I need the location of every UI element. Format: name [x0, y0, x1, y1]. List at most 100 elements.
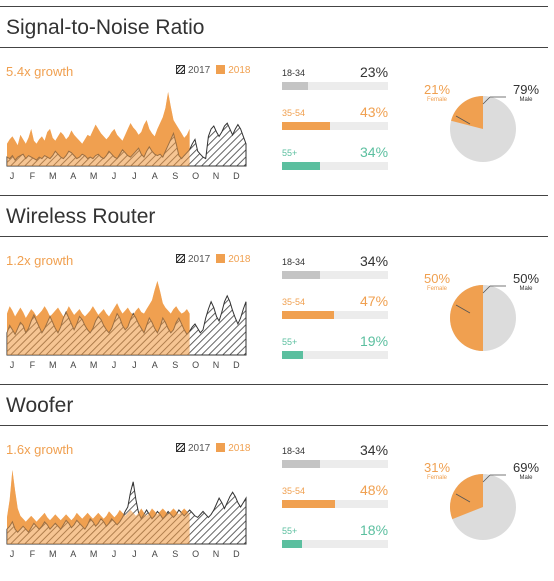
growth-label: 1.2x growth [6, 253, 74, 268]
month-label: A [70, 549, 76, 559]
month-label: J [112, 171, 117, 181]
month-label: J [132, 171, 137, 181]
age-group-bar [282, 82, 388, 90]
age-group-label: 18-34 [282, 68, 306, 78]
age-group-label: 35-54 [282, 108, 306, 118]
section-title: Wireless Router [6, 205, 156, 228]
product-section: Wireless Router 1.2x growth 2017 2018 J F M A M J… [0, 195, 554, 384]
divider [0, 47, 548, 48]
age-group-percent: 19% [360, 333, 389, 349]
section-title: Signal-to-Noise Ratio [6, 16, 205, 39]
legend-swatch-2018 [216, 443, 226, 452]
male-label: Male [519, 97, 533, 103]
month-label: A [70, 171, 76, 181]
age-group-bar [282, 122, 388, 130]
gender-pie [450, 96, 516, 162]
month-label: N [213, 171, 220, 181]
month-label: N [213, 549, 220, 559]
age-group-bar [282, 540, 388, 548]
month-label: M [49, 171, 57, 181]
age-group-label: 18-34 [282, 257, 306, 267]
gender-pie [450, 474, 516, 540]
month-label: J [132, 549, 137, 559]
age-group-bar [282, 271, 388, 279]
divider [0, 6, 548, 7]
age-group-bar-fill [282, 271, 320, 279]
age-group-percent: 23% [360, 64, 389, 80]
month-label: D [233, 360, 240, 370]
legend: 2017 2018 [176, 443, 251, 454]
legend-swatch-2017 [176, 65, 185, 74]
series-2018-overlay [7, 92, 190, 166]
leader-line-female [455, 304, 471, 314]
age-group-bar-fill [282, 460, 320, 468]
leader-line-female [455, 493, 471, 503]
age-group-percent: 47% [360, 293, 389, 309]
gender-pie [450, 285, 516, 351]
month-label: A [152, 171, 158, 181]
age-group-bar-fill [282, 122, 330, 130]
leader-line-male [482, 474, 491, 483]
age-group-label: 55+ [282, 526, 298, 536]
male-label-group: 69% Male [513, 460, 539, 481]
age-group-percent: 34% [360, 144, 389, 160]
age-group-percent: 34% [360, 442, 389, 458]
month-label: F [30, 171, 36, 181]
legend-label-2017: 2017 [188, 254, 211, 265]
female-percent: 31% [424, 460, 451, 475]
month-label: O [192, 360, 199, 370]
month-label: M [90, 171, 98, 181]
leader-line-male [482, 96, 491, 105]
male-label: Male [519, 286, 533, 292]
male-label-group: 50% Male [513, 271, 539, 292]
legend-swatch-2017 [176, 254, 185, 263]
month-label: A [70, 360, 76, 370]
female-label: Female [427, 286, 448, 292]
age-group-bar [282, 162, 388, 170]
age-group-percent: 18% [360, 522, 389, 538]
pie-slice-female [450, 474, 483, 520]
month-label: A [152, 360, 158, 370]
legend-label-2018: 2018 [228, 254, 251, 265]
age-group-bar [282, 351, 388, 359]
legend: 2017 2018 [176, 254, 251, 265]
divider [0, 384, 548, 385]
month-label: A [152, 549, 158, 559]
male-percent: 50% [513, 271, 540, 286]
age-group-label: 55+ [282, 148, 298, 158]
month-label: J [112, 549, 117, 559]
month-label: D [233, 171, 240, 181]
age-group-bar-fill [282, 162, 320, 170]
month-label: J [10, 171, 15, 181]
age-group-percent: 34% [360, 253, 389, 269]
female-label-group: 31% Female [424, 460, 450, 481]
month-label: M [90, 360, 98, 370]
month-label: M [49, 549, 57, 559]
legend-label-2018: 2018 [228, 65, 251, 76]
male-label: Male [519, 475, 533, 481]
age-group-percent: 48% [360, 482, 389, 498]
pie-slice-female [451, 96, 483, 129]
product-section: Woofer 1.6x growth 2017 2018 J F M A M J J A S O N D 18-… [0, 384, 554, 573]
month-label: S [172, 360, 178, 370]
month-label: S [172, 549, 178, 559]
age-group-bar [282, 460, 388, 468]
legend-swatch-2018 [216, 254, 226, 263]
product-section: Signal-to-Noise Ratio 5.4x growth 2017 2018… [0, 6, 554, 195]
legend-swatch-2018 [216, 65, 226, 74]
age-group-label: 35-54 [282, 297, 306, 307]
male-percent: 79% [513, 82, 540, 97]
leader-line-female [455, 115, 471, 125]
female-label: Female [427, 97, 448, 103]
age-group-bar-fill [282, 500, 336, 508]
month-label: M [49, 360, 57, 370]
legend-swatch-2017 [176, 443, 185, 452]
section-title: Woofer [6, 394, 74, 417]
month-label: M [90, 549, 98, 559]
legend: 2017 2018 [176, 65, 251, 76]
month-label: J [10, 549, 15, 559]
age-group-bar-fill [282, 540, 303, 548]
female-label-group: 21% Female [424, 82, 450, 103]
